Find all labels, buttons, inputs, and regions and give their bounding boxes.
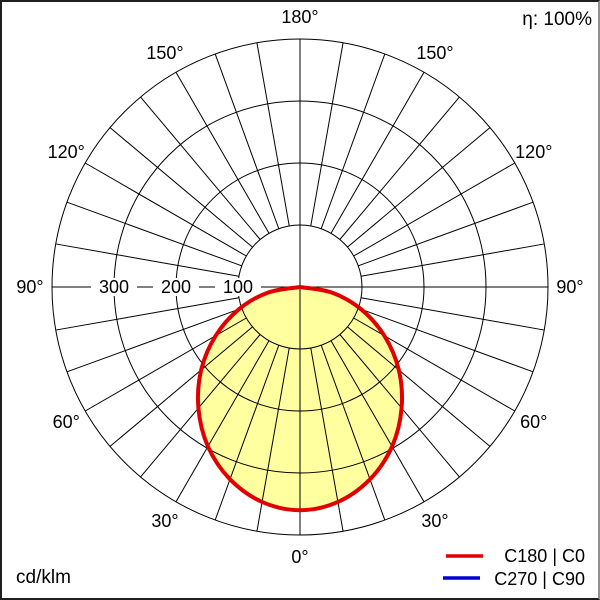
radial-tick-label-300: 300 bbox=[99, 277, 129, 297]
radial-gridline-20 bbox=[320, 345, 386, 521]
radial-gridline-260 bbox=[55, 243, 240, 277]
efficiency-label: η: 100% bbox=[522, 9, 592, 30]
tick-label-gap-100 bbox=[215, 278, 261, 296]
radial-gridline-160 bbox=[320, 53, 386, 229]
legend-label-c180-c0: C180 | C0 bbox=[504, 546, 585, 566]
unit-label: cd/klm bbox=[16, 567, 71, 588]
radial-gridline-50 bbox=[347, 326, 491, 447]
angle-label-120-right: 120° bbox=[515, 142, 552, 162]
radial-gridline-190 bbox=[256, 42, 290, 227]
radial-gridline-100 bbox=[360, 243, 545, 277]
intensity-curve-c180-c0 bbox=[195, 285, 405, 513]
angle-label-180: 180° bbox=[281, 7, 318, 27]
radial-tick-label-100: 100 bbox=[223, 277, 253, 297]
radial-gridline-170 bbox=[310, 42, 344, 227]
radial-gridline-30 bbox=[330, 340, 425, 503]
radial-gridline-340 bbox=[214, 345, 280, 521]
angle-label-60-right: 60° bbox=[520, 412, 547, 432]
radial-tick-label-200: 200 bbox=[161, 277, 191, 297]
tick-label-gap-300 bbox=[91, 278, 137, 296]
radial-gridline-250 bbox=[66, 201, 242, 267]
legend: C180 | C0 C270 | C90 bbox=[443, 546, 585, 589]
radial-gridline-210 bbox=[175, 71, 270, 234]
radial-gridline-310 bbox=[109, 326, 253, 447]
angle-label-150-right: 150° bbox=[416, 43, 453, 63]
angle-label-60-left: 60° bbox=[53, 412, 80, 432]
radial-gridline-280 bbox=[55, 297, 240, 331]
radial-gridline-150 bbox=[330, 71, 425, 234]
angle-label-30-left: 30° bbox=[151, 511, 178, 531]
tick-label-gap-200 bbox=[153, 278, 199, 296]
radial-gridline-240 bbox=[84, 162, 247, 257]
angle-label-30-right: 30° bbox=[421, 511, 448, 531]
radial-gridline-330 bbox=[175, 340, 270, 503]
radial-gridline-120 bbox=[353, 162, 516, 257]
polar-grid-and-curves: 300 200 100 0° 30° 30° 60° 60° 90° 90° 120° 120° 150… bbox=[16, 7, 583, 567]
radial-gridline-70 bbox=[358, 307, 534, 373]
radial-gridline-230 bbox=[109, 127, 253, 248]
angle-label-90-left: 90° bbox=[16, 277, 43, 297]
radial-gridline-220 bbox=[140, 96, 261, 240]
legend-label-c270-c90: C270 | C90 bbox=[494, 569, 585, 589]
angle-label-120-left: 120° bbox=[48, 142, 85, 162]
angle-label-90-right: 90° bbox=[556, 277, 583, 297]
radial-gridline-140 bbox=[339, 96, 460, 240]
angle-label-150-left: 150° bbox=[146, 43, 183, 63]
radial-gridline-290 bbox=[66, 307, 242, 373]
radial-gridline-320 bbox=[140, 334, 261, 478]
radial-gridline-200 bbox=[214, 53, 280, 229]
radial-gridline-130 bbox=[347, 127, 491, 248]
radial-gridline-40 bbox=[339, 334, 460, 478]
radial-gridline-80 bbox=[360, 297, 545, 331]
angle-label-0: 0° bbox=[291, 547, 308, 567]
radial-gridline-110 bbox=[358, 201, 534, 267]
